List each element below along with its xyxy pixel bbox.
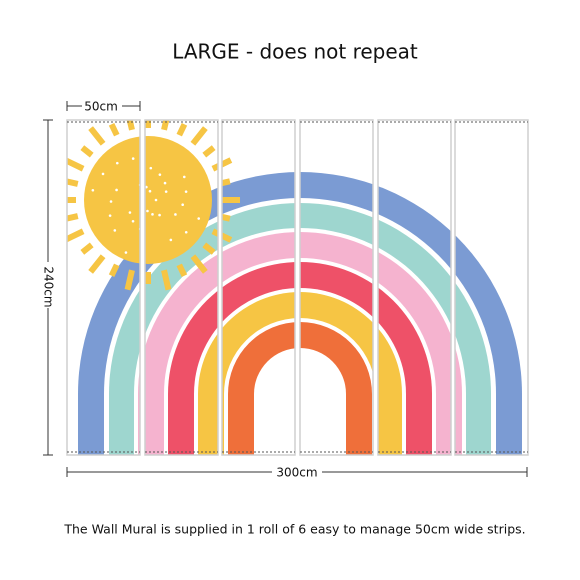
sun-dot <box>124 251 128 254</box>
sun-dot <box>115 188 118 192</box>
strip <box>221 119 296 456</box>
caption: The Wall Mural is supplied in 1 roll of … <box>63 522 525 537</box>
sun-dot <box>108 214 112 217</box>
sun-dot <box>146 209 149 213</box>
sun-dot <box>158 173 162 176</box>
sun-dot <box>174 213 177 216</box>
sun-dot <box>128 211 132 214</box>
strip <box>454 119 529 456</box>
label-bg <box>41 262 55 308</box>
label-bg <box>272 465 322 479</box>
sun-dot <box>164 190 168 193</box>
sun-ray <box>108 263 120 277</box>
sun-ray <box>108 123 120 137</box>
sun-ray <box>190 254 208 274</box>
sun-dot <box>115 161 119 165</box>
strip <box>299 119 374 456</box>
sun-ray <box>65 213 79 222</box>
sun-ray <box>161 269 172 291</box>
sun-ray <box>63 228 85 243</box>
sun-ray <box>202 145 216 158</box>
label-bg <box>82 99 122 113</box>
sun <box>84 136 212 264</box>
sun-dot <box>109 200 113 203</box>
sun-dot <box>184 230 188 234</box>
sun-dot <box>113 229 117 232</box>
sun-ray <box>88 254 106 274</box>
strip-width: 50cm <box>84 100 118 114</box>
total-width: 300cm <box>276 466 317 480</box>
sun-dot <box>197 217 201 220</box>
sun-ray <box>124 269 135 291</box>
sun-ray <box>190 126 208 146</box>
sun-dot <box>169 238 173 242</box>
sun-ray <box>176 123 188 137</box>
sun-dot <box>154 198 158 202</box>
title: LARGE - does not repeat <box>172 40 418 64</box>
strip-gap <box>295 115 300 460</box>
strip <box>377 119 452 456</box>
sun-dot <box>151 213 154 216</box>
mask <box>0 70 67 470</box>
strip <box>66 119 141 456</box>
sun-dot <box>91 188 95 192</box>
sun-dot <box>182 175 186 179</box>
sun-dot <box>184 190 188 193</box>
sun-dot <box>148 189 152 193</box>
strip-gap <box>140 115 145 460</box>
sun-ray <box>202 242 216 255</box>
mask <box>527 70 580 470</box>
sun-dot <box>181 203 184 206</box>
sun-ray <box>65 178 79 187</box>
height: 240cm <box>42 266 56 307</box>
sun-dot <box>101 172 105 176</box>
sun-dot <box>158 213 161 217</box>
strip-gap <box>373 115 378 460</box>
strip-gap <box>218 115 222 460</box>
sun-ray <box>80 145 94 158</box>
sun-ray <box>80 242 94 255</box>
sun-dot <box>131 219 135 223</box>
strip-gap <box>451 115 455 460</box>
sun-dot <box>131 157 135 160</box>
sun-ray <box>63 157 85 172</box>
sun-ray <box>88 126 106 146</box>
sun-dot <box>149 166 153 170</box>
strip <box>144 119 219 456</box>
sun-dot <box>163 181 167 185</box>
sun-ray <box>176 263 188 277</box>
